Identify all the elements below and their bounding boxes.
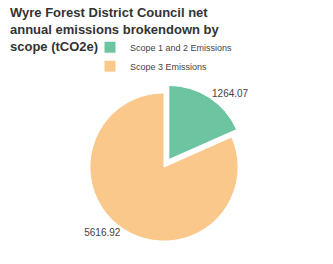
svg-text:Wyre Forest District Council n: Wyre Forest District Council netannual e…	[10, 5, 220, 54]
svg-text:Scope 1 and 2 Emissions: Scope 1 and 2 Emissions	[130, 43, 232, 53]
svg-text:5616.92: 5616.92	[84, 227, 121, 238]
svg-text:1264.07: 1264.07	[212, 88, 249, 99]
svg-text:Scope 3 Emissions: Scope 3 Emissions	[130, 62, 207, 72]
